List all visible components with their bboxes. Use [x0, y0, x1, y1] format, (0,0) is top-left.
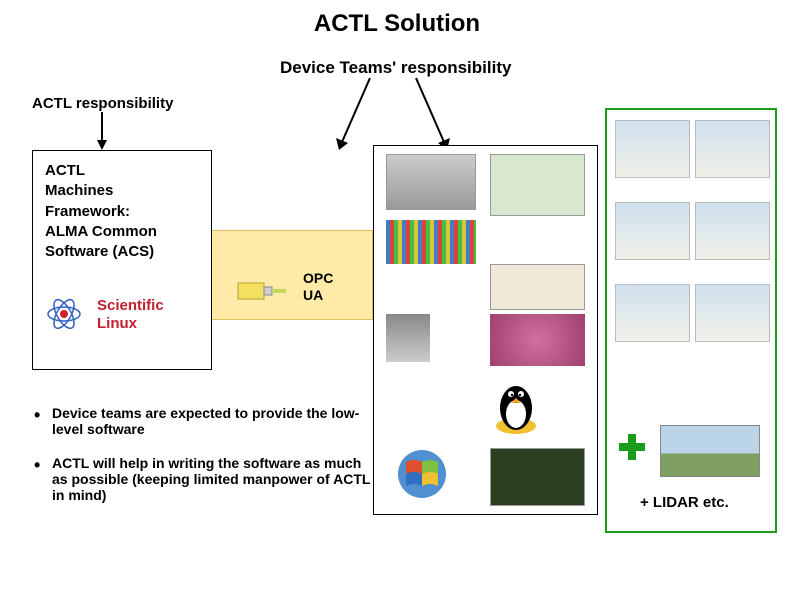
actl-box-line: Machines: [45, 181, 199, 201]
telescope-thumb: [615, 284, 690, 342]
device-thumb: [386, 154, 476, 210]
windows-logo-icon: [396, 448, 448, 500]
device-thumb: [386, 314, 430, 362]
actl-box-line: ACTL: [45, 161, 199, 181]
opc-line: UA: [303, 287, 333, 304]
actl-box-line: ALMA Common: [45, 222, 199, 242]
actl-responsibility-label: ACTL responsibility: [32, 95, 173, 112]
atom-icon: [44, 294, 84, 334]
device-thumb: [490, 154, 585, 216]
sci-linux-line: Linux: [97, 315, 164, 333]
bullet-item: ACTL will help in writing the software a…: [30, 455, 375, 503]
page-title: ACTL Solution: [0, 10, 794, 38]
arrow-down: [92, 112, 112, 152]
plus-icon: [618, 433, 646, 461]
actl-machines-box: ACTL Machines Framework: ALMA Common Sof…: [32, 150, 212, 370]
actl-box-line: Software (ACS): [45, 242, 199, 262]
sci-linux-line: Scientific: [97, 297, 164, 315]
lidar-image: [660, 425, 760, 477]
arrow-diag-left: [328, 76, 378, 154]
arrow-diag-right: [410, 76, 460, 154]
telescope-thumb: [615, 120, 690, 178]
telescope-thumb: [695, 202, 770, 260]
subtitle-device-teams: Device Teams' responsibility: [280, 58, 511, 78]
opc-line: OPC: [303, 270, 333, 287]
ethernet-connector-icon: [236, 275, 286, 307]
devices-panel: [373, 145, 598, 515]
telescope-thumb: [695, 284, 770, 342]
actl-box-line: Framework:: [45, 202, 199, 222]
scientific-linux-label: Scientific Linux: [97, 297, 164, 333]
tux-icon: [490, 376, 542, 436]
device-thumb: [490, 264, 585, 310]
lidar-label: + LIDAR etc.: [640, 494, 729, 511]
opc-ua-label: OPC UA: [303, 270, 333, 304]
telescope-thumb: [695, 120, 770, 178]
telescope-thumb: [615, 202, 690, 260]
device-thumb: [490, 448, 585, 506]
device-thumb: [490, 314, 585, 366]
device-thumb: [386, 220, 476, 264]
bullet-list: Device teams are expected to provide the…: [30, 405, 375, 521]
bullet-item: Device teams are expected to provide the…: [30, 405, 375, 437]
